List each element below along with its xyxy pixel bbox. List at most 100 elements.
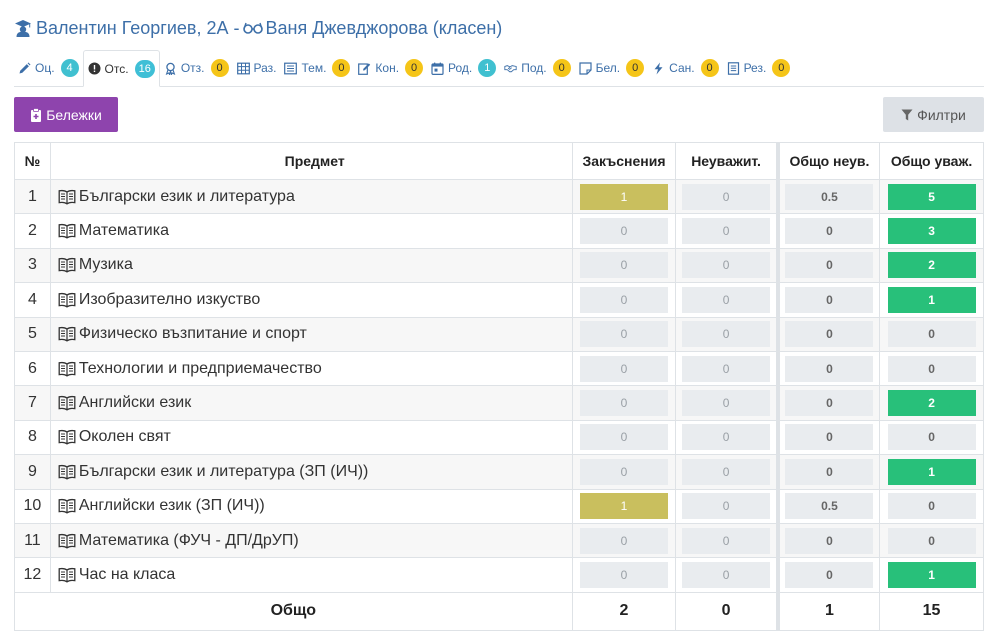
tab-count-badge: 0 — [552, 59, 571, 77]
column-header-total-excused[interactable]: Общо уваж. — [879, 142, 984, 180]
total-excused-cell: 1 — [879, 557, 984, 593]
total-excused-cell: 3 — [879, 213, 984, 249]
late-cell-value: 1 — [579, 493, 668, 520]
late-cell-value: 1 — [579, 183, 668, 210]
tab-10[interactable]: Рез. 0 — [723, 50, 795, 86]
late-cell-value: 0 — [579, 321, 668, 348]
late-cell: 0 — [571, 247, 677, 284]
unexcused-cell: 0 — [675, 488, 779, 524]
unexcused-cell-value: 0 — [682, 218, 771, 245]
tab-label: Род. — [448, 61, 473, 75]
total-excused-cell: 1 — [879, 454, 984, 490]
book-icon — [58, 498, 76, 514]
unexcused-cell: 0 — [675, 282, 779, 318]
unexcused-cell: 0 — [675, 350, 779, 387]
tab-count-badge: 0 — [332, 59, 351, 77]
subject-cell: Музика — [49, 247, 573, 284]
tab-9[interactable]: Сан. 0 — [648, 50, 722, 86]
subject-name: Математика (ФУЧ - ДП/ДрУП) — [78, 531, 299, 549]
tab-count-badge: 1 — [478, 59, 497, 77]
tab-1[interactable]: Отс. 16 — [82, 50, 160, 87]
column-header-unexcused[interactable]: Неуважит. — [675, 142, 779, 180]
column-header-subject[interactable]: Предмет — [49, 142, 573, 180]
total-excused-cell: 0 — [879, 316, 984, 352]
subject-name: Околен свят — [78, 428, 171, 446]
document-icon — [727, 61, 740, 75]
table-row: 6 Технологии и предприемачество 0 0 0 0 — [14, 350, 984, 387]
book-icon — [58, 533, 76, 549]
total-unexcused-cell-value: 0 — [785, 355, 874, 382]
tab-4[interactable]: Тем. 0 — [280, 50, 354, 86]
graduate-icon — [14, 19, 32, 37]
total-unexcused-cell: 0 — [775, 557, 881, 593]
filters-button[interactable]: Филтри — [883, 97, 984, 132]
book-icon — [58, 292, 76, 308]
row-number: 8 — [14, 419, 51, 456]
tab-7[interactable]: Под. 0 — [500, 50, 574, 86]
award-icon — [164, 62, 177, 75]
subject-name: Музика — [78, 256, 133, 274]
subject-name: Български език и литература (ЗП (ИЧ)) — [78, 462, 369, 480]
subject-name: Час на класа — [78, 565, 176, 583]
total-unexcused-cell-value: 0 — [785, 561, 874, 588]
tab-label: Рез. — [743, 61, 767, 75]
book-icon — [58, 464, 76, 480]
row-number: 10 — [14, 488, 51, 524]
tab-bar: Оц. 4 Отс. 16 Отз. 0 Раз. Тем. 0 Кон. 0 Род. 1 Под. 0 Б… — [14, 50, 984, 87]
late-cell: 0 — [571, 385, 677, 421]
row-number: 7 — [14, 385, 51, 421]
book-icon — [58, 567, 76, 583]
late-cell-value: 0 — [579, 218, 668, 245]
total-excused-cell-value: 0 — [887, 321, 976, 348]
notes-button[interactable]: Бележки — [14, 97, 118, 132]
total-excused-cell: 5 — [879, 178, 984, 215]
book-icon — [58, 189, 76, 205]
subject-cell: Български език и литература (ЗП (ИЧ)) — [49, 454, 573, 490]
unexcused-cell-value: 0 — [682, 355, 771, 382]
subject-name: Изобразително изкуство — [78, 290, 261, 308]
table-row: 4 Изобразително изкуство 0 0 0 1 — [14, 282, 984, 318]
row-number: 6 — [14, 350, 51, 387]
tab-5[interactable]: Кон. 0 — [354, 50, 427, 86]
subject-name: Математика — [78, 222, 169, 240]
tab-label: Отс. — [104, 61, 129, 76]
tab-6[interactable]: Род. 1 — [427, 50, 500, 86]
unexcused-cell-value: 0 — [682, 183, 771, 210]
table-row: 12 Час на класа 0 0 0 1 — [14, 557, 984, 593]
book-icon — [58, 395, 76, 411]
total-excused-cell-value: 3 — [887, 218, 976, 245]
total-unexcused-cell-value: 0.5 — [785, 183, 874, 210]
total-excused-cell: 2 — [879, 247, 984, 284]
row-number: 4 — [14, 282, 51, 318]
absences-table: № Предмет Закъснения Неуважит. Общо неув… — [14, 142, 984, 631]
late-cell-value: 0 — [579, 252, 668, 279]
tab-0[interactable]: Оц. 4 — [14, 50, 83, 86]
unexcused-cell: 0 — [675, 454, 779, 490]
teacher-name: Ваня Джевджорова (класен) — [265, 17, 503, 38]
subject-name: Български език и литература — [78, 187, 295, 205]
total-unexcused-cell-value: 0 — [785, 321, 874, 348]
unexcused-cell-value: 0 — [682, 493, 771, 520]
bolt-icon — [652, 62, 665, 75]
tab-label: Бел. — [595, 61, 621, 75]
total-unexcused-cell: 0 — [775, 454, 881, 490]
total-unexcused-cell-value: 0 — [785, 458, 874, 485]
late-cell: 0 — [571, 213, 677, 249]
total-unexcused-cell: 0 — [775, 522, 881, 559]
total-excused-cell: 0 — [879, 522, 984, 559]
total-unexcused-cell: 0 — [775, 385, 881, 421]
tab-3[interactable]: Раз. — [233, 50, 281, 86]
unexcused-cell-value: 0 — [682, 286, 771, 313]
tab-8[interactable]: Бел. 0 — [575, 50, 649, 86]
column-header-num[interactable]: № — [14, 142, 51, 180]
filters-button-label: Филтри — [917, 106, 966, 123]
total-excused-cell-value: 1 — [887, 286, 976, 313]
column-header-late[interactable]: Закъснения — [571, 142, 677, 180]
total-unexcused-cell: 0 — [775, 316, 881, 352]
column-header-total-unexcused[interactable]: Общо неув. — [775, 142, 881, 180]
subject-name: Английски език — [78, 394, 192, 412]
unexcused-cell: 0 — [675, 385, 779, 421]
late-cell: 0 — [571, 454, 677, 490]
subject-name: Английски език (ЗП (ИЧ)) — [78, 497, 265, 515]
tab-2[interactable]: Отз. 0 — [160, 50, 233, 86]
